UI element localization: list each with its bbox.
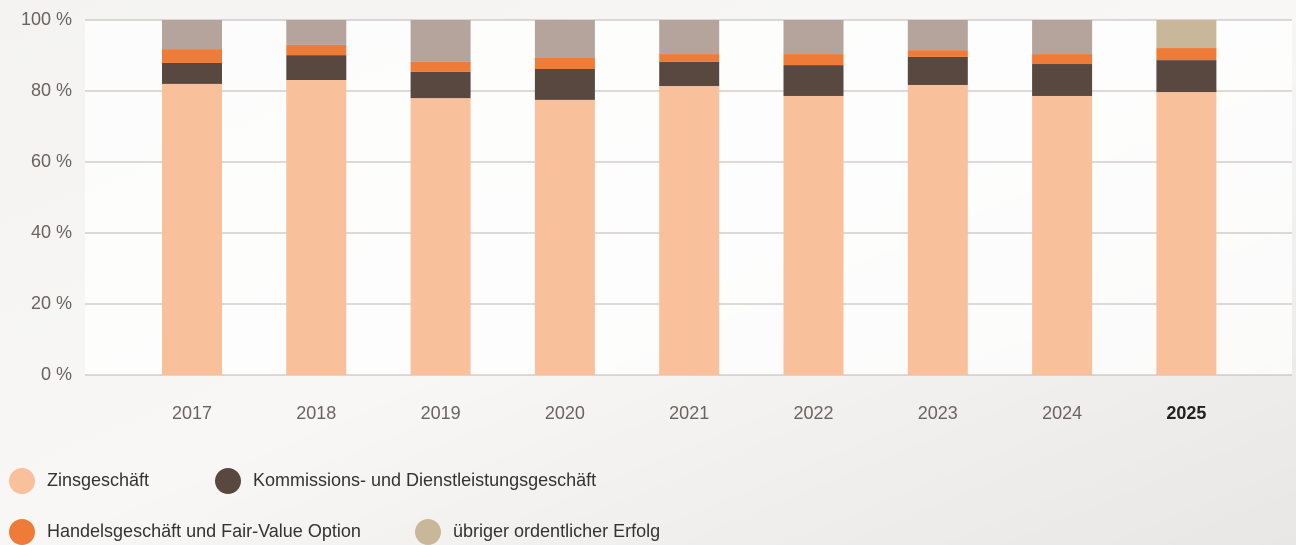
bar-segment — [1156, 92, 1216, 375]
y-tick-label: 0 % — [41, 364, 72, 384]
bar-segment — [162, 84, 222, 375]
x-tick-label: 2022 — [793, 403, 833, 423]
bar-segment — [411, 62, 471, 72]
legend-swatch — [215, 468, 241, 494]
bar-segment — [659, 20, 719, 54]
bar-segment — [535, 69, 595, 100]
legend-label: Handelsgeschäft und Fair-Value Option — [47, 521, 361, 541]
y-tick-label: 60 % — [31, 151, 72, 171]
x-tick-label: 2020 — [545, 403, 585, 423]
bar-segment — [411, 72, 471, 98]
legend-label: übriger ordentlicher Erfolg — [453, 521, 660, 541]
bar-segment — [1156, 60, 1216, 92]
bar-segment — [535, 20, 595, 58]
bar-segment — [659, 54, 719, 62]
legend-swatch — [415, 519, 441, 545]
bar-segment — [286, 80, 346, 375]
x-tick-label: 2018 — [296, 403, 336, 423]
bar-segment — [908, 50, 968, 57]
bar-segment — [659, 62, 719, 86]
bar-segment — [162, 63, 222, 84]
bar-segment — [908, 57, 968, 85]
bar-segment — [1032, 54, 1092, 64]
bar-segment — [535, 58, 595, 69]
bar-segment — [659, 86, 719, 375]
bar-segment — [908, 20, 968, 50]
bar-segment — [1032, 96, 1092, 375]
page: 0 % 20 % 40 % 60 % 80 % 100 % 2017 2018 2019 2020… — [0, 0, 1296, 545]
y-tick-label: 40 % — [31, 222, 72, 242]
bar-segment — [286, 45, 346, 55]
x-tick-label: 2024 — [1042, 403, 1082, 423]
y-tick-label: 20 % — [31, 293, 72, 313]
y-tick-label: 100 % — [21, 9, 72, 29]
bar-segment — [1032, 64, 1092, 96]
x-tick-label: 2019 — [421, 403, 461, 423]
legend-label: Kommissions- und Dienstleistungsgeschäft — [253, 470, 596, 490]
chart: 0 % 20 % 40 % 60 % 80 % 100 % 2017 2018 2019 2020… — [0, 0, 1296, 545]
bar-segment — [1156, 20, 1216, 48]
x-tick-label: 2025 — [1166, 403, 1206, 423]
x-tick-label: 2021 — [669, 403, 709, 423]
bar-segment — [162, 20, 222, 49]
bar-segment — [1156, 48, 1216, 60]
bar-segment — [784, 20, 844, 54]
y-tick-label: 80 % — [31, 80, 72, 100]
x-tick-label: 2017 — [172, 403, 212, 423]
bar-segment — [286, 55, 346, 80]
x-tick-label: 2023 — [918, 403, 958, 423]
legend-swatch — [9, 468, 35, 494]
bar-segment — [411, 20, 471, 62]
bar-segment — [784, 65, 844, 96]
bar-segment — [535, 100, 595, 375]
bar-segment — [784, 54, 844, 65]
bar-segment — [162, 49, 222, 63]
bar-segment — [1032, 20, 1092, 54]
legend-swatch — [9, 519, 35, 545]
bar-segment — [286, 20, 346, 45]
legend-label: Zinsgeschäft — [47, 470, 149, 490]
bar-segment — [411, 98, 471, 375]
bar-segment — [908, 85, 968, 375]
bar-segment — [784, 96, 844, 375]
